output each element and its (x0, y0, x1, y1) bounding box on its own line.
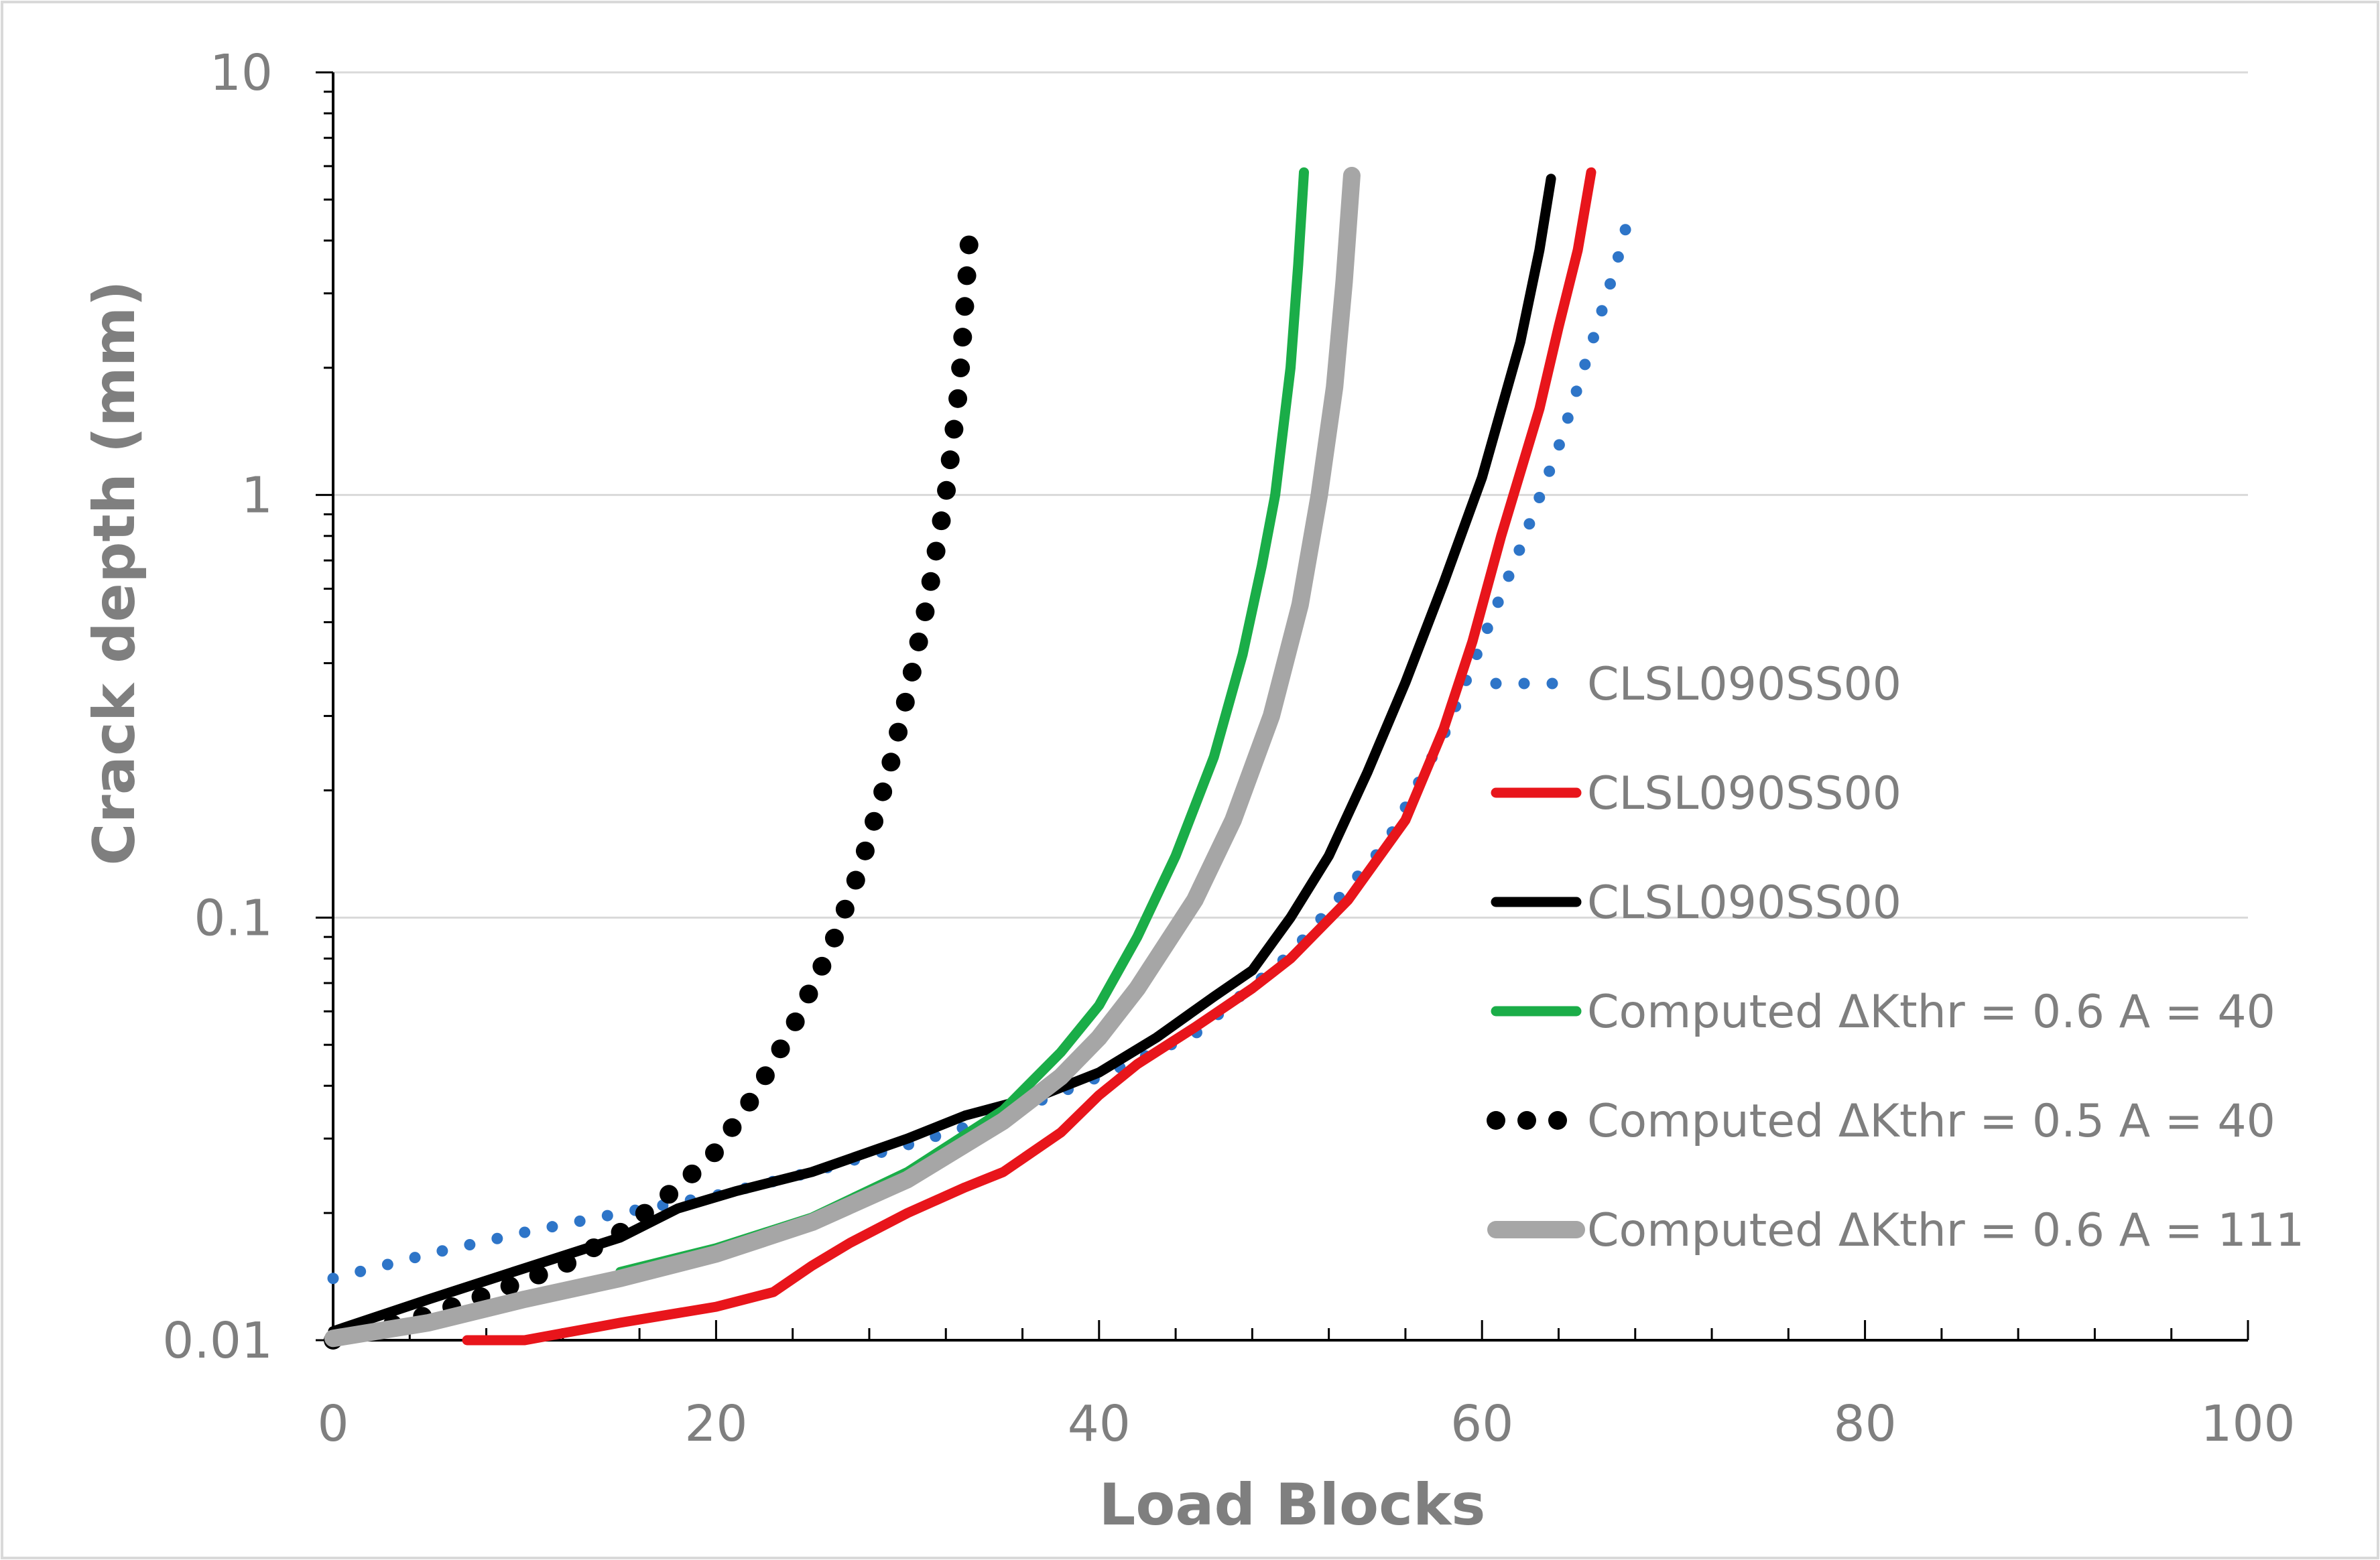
y-tick-label: 0.1 (194, 889, 273, 947)
y-tick-label: 1 (241, 467, 273, 525)
series-line-3 (328, 174, 1556, 1337)
y-axis-title: Crack depth (mm) (81, 280, 148, 865)
legend-label-4: Computed ΔKthr = 0.6 A = 40 (1587, 986, 2275, 1039)
x-tick-label: 60 (1450, 1395, 1513, 1453)
series-line-2 (462, 167, 1596, 1346)
y-tick-label: 10 (210, 44, 273, 102)
x-tick-label: 40 (1068, 1395, 1131, 1453)
legend-label-6: Computed ΔKthr = 0.6 A = 111 (1587, 1204, 2304, 1257)
legend-label-1: CLSL090SS00 (1587, 658, 1901, 711)
legend-label-5: Computed ΔKthr = 0.5 A = 40 (1587, 1095, 2275, 1148)
axes (332, 72, 2248, 1342)
x-tick-label: 0 (317, 1395, 349, 1453)
x-tick-labels: 0 20 40 60 80 100 (317, 1395, 2295, 1453)
legend: CLSL090SS00 CLSL090SS00 CLSL090SS00 Compute… (1487, 658, 2304, 1257)
y-tick-label: 0.01 (162, 1312, 273, 1370)
y-tick-labels: 0.01 0.1 1 10 (162, 44, 273, 1370)
x-axis-title: Load Blocks (1099, 1472, 1486, 1539)
x-tick-label: 20 (684, 1395, 747, 1453)
series-line-5 (324, 209, 981, 1350)
x-tick-label: 80 (1834, 1395, 1897, 1453)
series-line-6 (324, 167, 1361, 1348)
legend-label-2: CLSL090SS00 (1587, 767, 1901, 820)
x-tick-label: 100 (2200, 1395, 2295, 1453)
data-series (324, 167, 1637, 1350)
legend-label-3: CLSL090SS00 (1587, 876, 1901, 929)
